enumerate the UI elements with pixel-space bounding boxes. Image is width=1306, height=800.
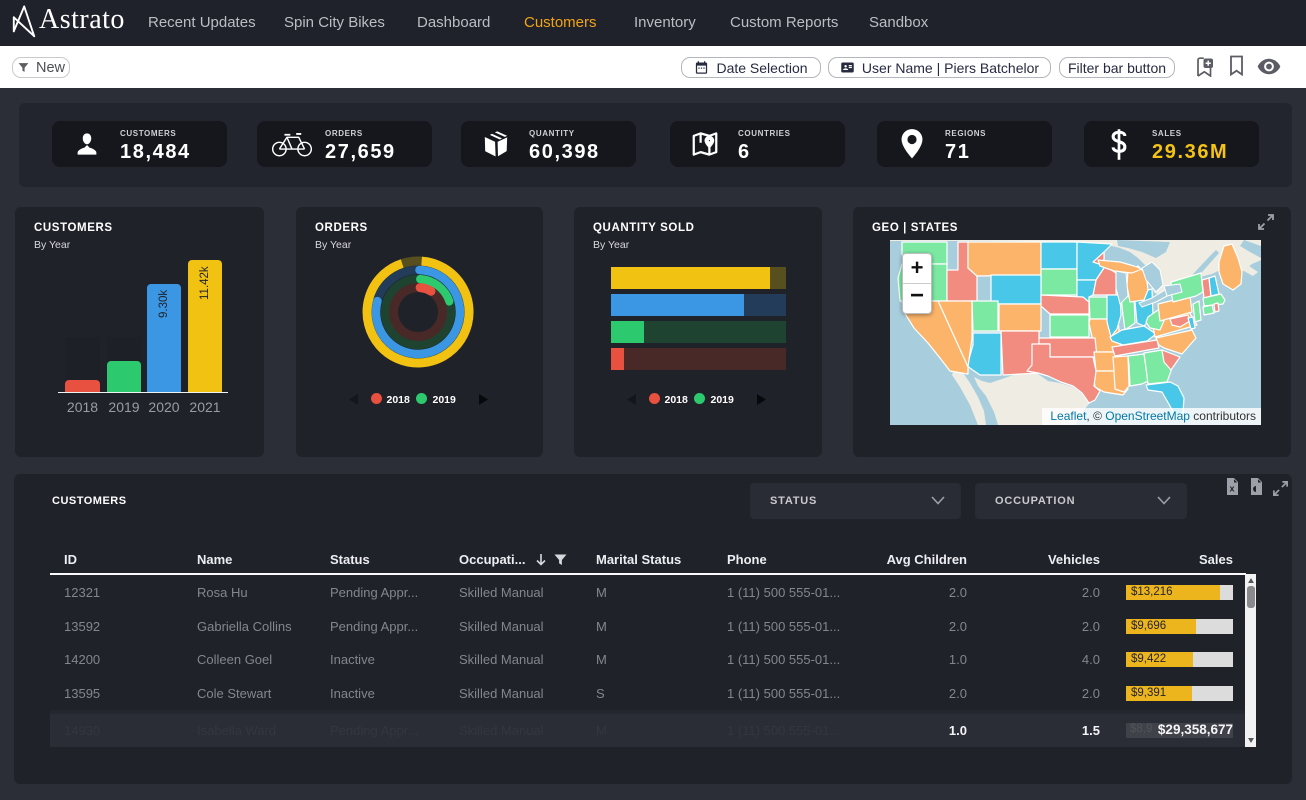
svg-text:x: x	[1229, 484, 1234, 494]
